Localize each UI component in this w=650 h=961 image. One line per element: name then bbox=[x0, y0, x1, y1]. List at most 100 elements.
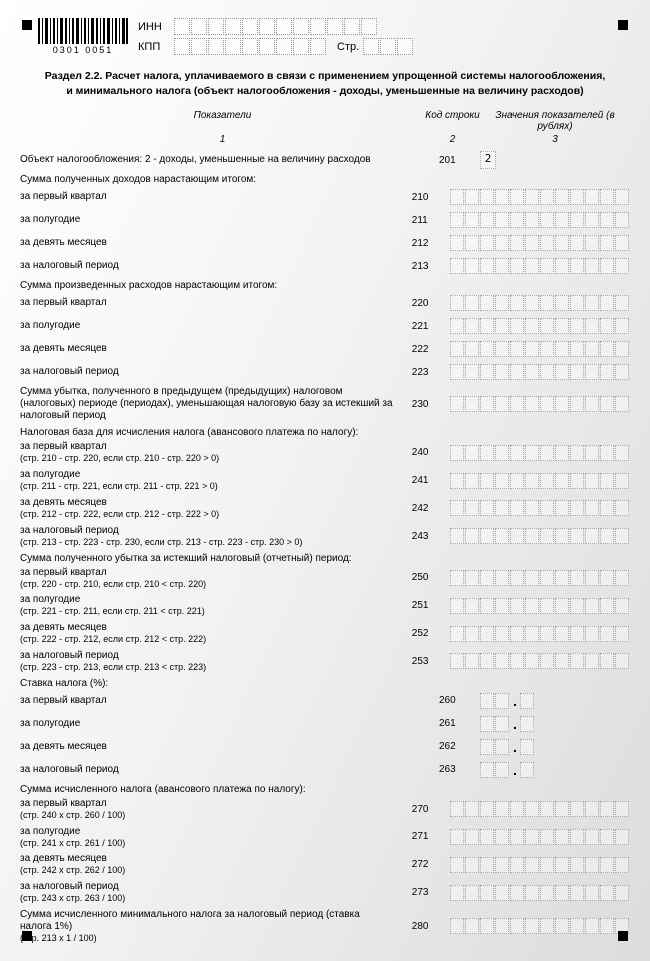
row-code: 220 bbox=[398, 298, 450, 309]
form-row: Сумма убытка, полученного в предыдущем (… bbox=[20, 386, 630, 422]
row-label: Сумма убытка, полученного в предыдущем (… bbox=[20, 386, 398, 422]
row-value-cells[interactable] bbox=[450, 364, 630, 380]
row-code: 242 bbox=[398, 503, 450, 514]
col-header-values: Значения показателей (в рублях) bbox=[480, 110, 630, 132]
row-code: 213 bbox=[398, 261, 450, 272]
barcode-bars bbox=[38, 18, 128, 44]
row-value-cells[interactable] bbox=[450, 295, 630, 311]
row-label: за девять месяцев bbox=[20, 741, 425, 753]
row-code: 251 bbox=[398, 600, 450, 611]
form-row: за девять месяцев(стр. 212 - стр. 222, е… bbox=[20, 497, 630, 520]
row-label: за девять месяцев(стр. 242 x стр. 262 / … bbox=[20, 853, 398, 876]
row-label: за первый квартал(стр. 240 x стр. 260 / … bbox=[20, 798, 398, 821]
row-label: за девять месяцев(стр. 212 - стр. 222, е… bbox=[20, 497, 398, 520]
row-section-header: Сумма исчисленного налога (авансового пл… bbox=[20, 784, 630, 795]
row-value-cells[interactable] bbox=[450, 829, 630, 845]
col-header-indicators: Показатели bbox=[20, 110, 425, 132]
header-row-inn: 0301 0051 ИНН КПП Стр. bbox=[20, 18, 630, 55]
row-value-cells[interactable]: . bbox=[480, 693, 630, 709]
form-row: за налоговый период223 bbox=[20, 363, 630, 381]
row-value-cells[interactable] bbox=[450, 857, 630, 873]
row-value-cells[interactable] bbox=[450, 885, 630, 901]
row-value-cells[interactable] bbox=[450, 653, 630, 669]
tax-form-page: 0301 0051 ИНН КПП Стр. Раздел 2.2. Расче… bbox=[0, 0, 650, 961]
row-label: за полугодие(стр. 211 - стр. 221, если с… bbox=[20, 469, 398, 492]
row-value-cells[interactable] bbox=[450, 528, 630, 544]
row-value-cells[interactable] bbox=[450, 396, 630, 412]
row-section-header: Налоговая база для исчисления налога (ав… bbox=[20, 427, 630, 438]
column-headers: Показатели Код строки Значения показател… bbox=[20, 110, 630, 132]
row-label: за девять месяцев bbox=[20, 237, 398, 249]
row-code: 223 bbox=[398, 367, 450, 378]
row-value-cells[interactable] bbox=[450, 500, 630, 516]
row-label: за девять месяцев bbox=[20, 343, 398, 355]
row-value-cells[interactable] bbox=[450, 801, 630, 817]
row-label: Объект налогообложения: 2 - доходы, умен… bbox=[20, 154, 425, 166]
form-row: за налоговый период(стр. 243 x стр. 263 … bbox=[20, 881, 630, 904]
row-value-cells[interactable] bbox=[450, 341, 630, 357]
row-label: за налоговый период(стр. 213 - стр. 223 … bbox=[20, 525, 398, 548]
row-value-cells[interactable] bbox=[450, 570, 630, 586]
corner-marker bbox=[22, 931, 32, 941]
row-label: за полугодие bbox=[20, 320, 398, 332]
row-value-cells[interactable] bbox=[450, 189, 630, 205]
row-code: 263 bbox=[425, 764, 480, 775]
row-label: за первый квартал bbox=[20, 191, 398, 203]
corner-marker bbox=[618, 20, 628, 30]
row-code: 241 bbox=[398, 475, 450, 486]
row-value-cells[interactable] bbox=[450, 318, 630, 334]
row-code: 210 bbox=[398, 192, 450, 203]
inn-label: ИНН bbox=[138, 21, 174, 33]
row-value-cells[interactable] bbox=[450, 473, 630, 489]
row-code: 252 bbox=[398, 628, 450, 639]
page-cells[interactable] bbox=[363, 38, 414, 55]
row-value-cells[interactable]: 2 bbox=[480, 151, 630, 169]
row-value-cells[interactable] bbox=[450, 626, 630, 642]
row-value-cells[interactable] bbox=[450, 212, 630, 228]
form-row: Объект налогообложения: 2 - доходы, умен… bbox=[20, 151, 630, 169]
row-code: 270 bbox=[398, 804, 450, 815]
row-label: за первый квартал(стр. 210 - стр. 220, е… bbox=[20, 441, 398, 464]
form-row: за полугодие261. bbox=[20, 715, 630, 733]
row-value-cells[interactable]: . bbox=[480, 762, 630, 778]
row-label: за девять месяцев(стр. 222 - стр. 212, е… bbox=[20, 622, 398, 645]
row-label: за полугодие bbox=[20, 718, 425, 730]
inn-cells[interactable] bbox=[174, 18, 378, 35]
row-code: 230 bbox=[398, 399, 450, 410]
form-row: за полугодие(стр. 241 x стр. 261 / 100)2… bbox=[20, 826, 630, 849]
row-code: 250 bbox=[398, 572, 450, 583]
form-row: за полугодие221 bbox=[20, 317, 630, 335]
row-value-cells[interactable]: . bbox=[480, 739, 630, 755]
row-code: 271 bbox=[398, 831, 450, 842]
form-row: за девять месяцев222 bbox=[20, 340, 630, 358]
kpp-label: КПП bbox=[138, 41, 174, 53]
row-value-cells[interactable] bbox=[450, 258, 630, 274]
row-code: 221 bbox=[398, 321, 450, 332]
row-label: за полугодие bbox=[20, 214, 398, 226]
form-row: за полугодие211 bbox=[20, 211, 630, 229]
row-label: за налоговый период(стр. 223 - стр. 213,… bbox=[20, 650, 398, 673]
row-value-cells[interactable] bbox=[450, 445, 630, 461]
row-code: 201 bbox=[425, 155, 480, 166]
barcode: 0301 0051 bbox=[38, 18, 128, 55]
row-label: за налоговый период(стр. 243 x стр. 263 … bbox=[20, 881, 398, 904]
form-row: за налоговый период213 bbox=[20, 257, 630, 275]
row-value-cells[interactable] bbox=[450, 598, 630, 614]
row-value-cells[interactable] bbox=[450, 918, 630, 934]
row-value-cells[interactable] bbox=[450, 235, 630, 251]
row-label: за первый квартал(стр. 220 - стр. 210, е… bbox=[20, 567, 398, 590]
row-code: 243 bbox=[398, 531, 450, 542]
row-code: 212 bbox=[398, 238, 450, 249]
form-row: за первый квартал260. bbox=[20, 692, 630, 710]
kpp-cells[interactable] bbox=[174, 38, 327, 55]
row-code: 261 bbox=[425, 718, 480, 729]
row-code: 253 bbox=[398, 656, 450, 667]
row-label: за налоговый период bbox=[20, 366, 398, 378]
row-label: Сумма исчисленного минимального налога з… bbox=[20, 909, 398, 944]
row-value-cells[interactable]: . bbox=[480, 716, 630, 732]
row-label: за первый квартал bbox=[20, 297, 398, 309]
form-row: за девять месяцев262. bbox=[20, 738, 630, 756]
form-row: за налоговый период263. bbox=[20, 761, 630, 779]
col-header-code: Код строки bbox=[425, 110, 480, 132]
row-code: 222 bbox=[398, 344, 450, 355]
